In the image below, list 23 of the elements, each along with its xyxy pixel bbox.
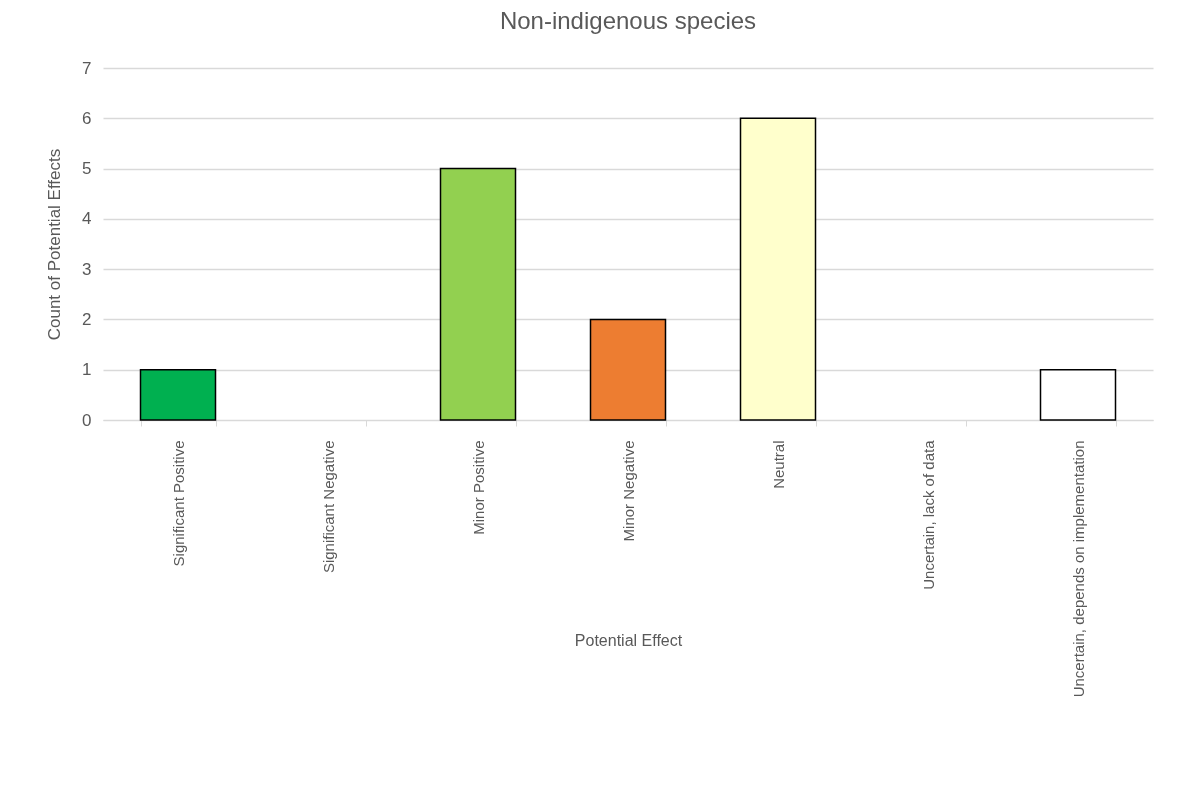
x-axis-title: Potential Effect [574, 631, 683, 649]
bar [439, 167, 517, 421]
x-tick-label: Minor Negative [619, 440, 637, 542]
y-tick-label: 5 [82, 159, 92, 179]
x-tick-label: Minor Positive [469, 440, 487, 535]
bar [739, 117, 817, 421]
x-tick-label: Uncertain, lack of data [919, 439, 937, 590]
bar [1039, 368, 1117, 421]
x-tick-label: Uncertain, depends on implementation [1069, 440, 1087, 698]
y-tick-label: 2 [82, 309, 92, 329]
x-tick-label: Neutral [769, 440, 787, 489]
chart-title: Non-indigenous species [499, 7, 757, 34]
y-tick-label: 0 [82, 410, 92, 430]
x-tick-label: Significant Positive [169, 440, 187, 567]
bar [589, 318, 667, 421]
y-tick-label: 6 [82, 108, 92, 128]
bar [139, 368, 217, 421]
y-tick-label: 1 [82, 360, 92, 380]
y-tick-label: 4 [82, 209, 92, 229]
y-axis-title: Count of Potential Effects [45, 148, 65, 341]
y-tick-label: 3 [82, 259, 92, 279]
y-tick-label: 7 [82, 58, 92, 78]
x-tick-label: Significant Negative [319, 440, 337, 574]
